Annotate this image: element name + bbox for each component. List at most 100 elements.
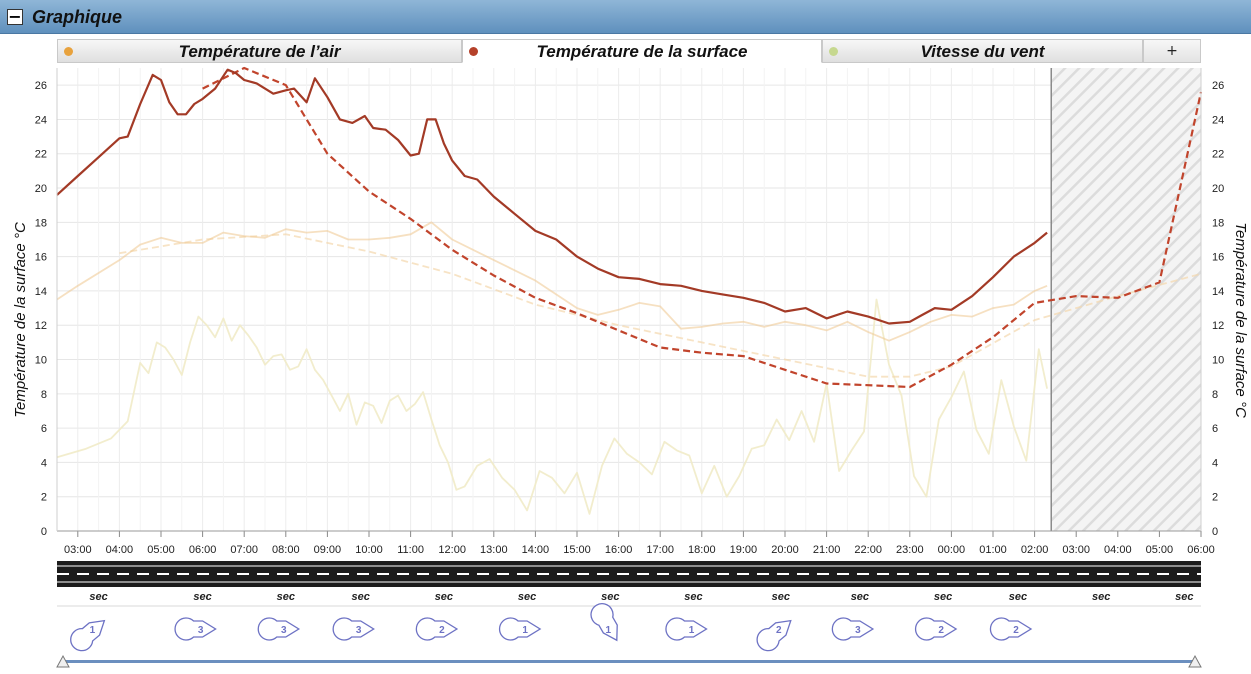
marker-shape: [415, 617, 459, 641]
y-tick-label-left: 20: [35, 183, 47, 195]
y-tick-label-left: 10: [35, 355, 47, 367]
y-tick-label-left: 8: [41, 389, 47, 401]
road-condition-label: sec: [193, 591, 211, 603]
road-condition-strip: sec sec sec sec sec sec sec sec sec sec sec sec sec s…: [57, 561, 1201, 607]
y-tick-label-left: 4: [41, 457, 47, 469]
wind-marker-value: 1: [606, 625, 612, 636]
x-tick-label: 18:00: [688, 544, 716, 556]
wind-direction-marker-icon: 3: [831, 617, 875, 641]
marker-shape: [831, 617, 875, 641]
x-tick-label: 10:00: [355, 544, 383, 556]
y-tick-label-left: 14: [35, 286, 47, 298]
wind-marker-value: 3: [198, 625, 204, 636]
x-tick-label: 00:00: [938, 544, 966, 556]
wind-direction-marker-icon: 1: [70, 619, 106, 652]
y-tick-label-right: 18: [1212, 217, 1224, 229]
x-tick-label: 09:00: [314, 544, 342, 556]
y-tick-label-left: 26: [35, 80, 47, 92]
wind-direction-marker-icon: 1: [498, 617, 542, 641]
y-tick-label-right: 4: [1212, 457, 1218, 469]
slider-handle-icon: [1188, 654, 1202, 668]
x-tick-label: 19:00: [730, 544, 758, 556]
tab-3[interactable]: Vitesse du vent: [822, 39, 1143, 63]
y-tick-label-left: 0: [41, 526, 47, 538]
x-tick-label: 04:00: [106, 544, 134, 556]
y-tick-label-right: 0: [1212, 526, 1218, 538]
tab-label: Température de la surface: [536, 42, 748, 61]
y-tick-label-right: 14: [1212, 286, 1224, 298]
wind-marker-value: 3: [855, 625, 861, 636]
y-axis-label-right: Température de la surface °C: [1232, 222, 1249, 418]
x-tick-label: 16:00: [605, 544, 633, 556]
y-tick-label-right: 24: [1212, 114, 1224, 126]
wind-direction-marker-icon: 2: [756, 619, 792, 652]
x-tick-label: 03:00: [1062, 544, 1090, 556]
x-tick-label: 07:00: [230, 544, 258, 556]
marker-shape: [174, 617, 217, 641]
x-tick-label: 04:00: [1104, 544, 1132, 556]
y-tick-label-right: 6: [1212, 423, 1218, 435]
wind-marker-value: 2: [776, 625, 782, 636]
x-tick-label: 02:00: [1021, 544, 1049, 556]
marker-shape: [756, 619, 792, 652]
slider-handle-icon: [56, 654, 70, 668]
y-tick-label-right: 26: [1212, 80, 1224, 92]
wind-direction-marker-icon: 1: [665, 617, 708, 641]
marker-shape: [70, 619, 106, 652]
x-tick-label: 11:00: [397, 544, 424, 556]
road-condition-label: sec: [851, 591, 869, 603]
wind-direction-marker-icon: 1: [590, 603, 618, 642]
road-condition-label: sec: [684, 591, 702, 603]
x-tick-label: 03:00: [64, 544, 92, 556]
road-condition-label: sec: [1175, 591, 1193, 603]
collapse-toggle-button[interactable]: −: [7, 9, 23, 25]
road-condition-label: sec: [89, 591, 107, 603]
road-condition-label: sec: [934, 591, 952, 603]
wind-direction-marker-icon: 3: [174, 617, 217, 641]
y-tick-label-left: 2: [41, 492, 47, 504]
y-tick-label-right: 8: [1212, 389, 1218, 401]
wind-marker-value: 3: [356, 625, 362, 636]
marker-shape: [257, 617, 301, 641]
marker-shape: [665, 617, 708, 641]
x-tick-label: 17:00: [646, 544, 674, 556]
wind-marker-value: 1: [90, 625, 96, 636]
tab-1[interactable]: Température de l’air: [57, 39, 462, 63]
y-tick-label-right: 16: [1212, 252, 1224, 264]
x-tick-label: 05:00: [147, 544, 175, 556]
y-tick-label-right: 12: [1212, 320, 1224, 332]
series-color-dot-icon: [64, 47, 73, 56]
series-line-air-measured: [56, 221, 1048, 342]
add-tab-button[interactable]: +: [1143, 39, 1201, 63]
x-tick-label: 06:00: [189, 544, 217, 556]
x-tick-label: 08:00: [272, 544, 300, 556]
wind-marker-value: 2: [439, 625, 445, 636]
marker-shape: [498, 617, 542, 641]
minus-square-icon: −: [8, 7, 22, 26]
wind-direction-marker-icon: 3: [257, 617, 301, 641]
road-condition-label: sec: [601, 591, 619, 603]
time-range-slider[interactable]: [56, 654, 1202, 668]
wind-marker-value: 3: [281, 625, 287, 636]
road-condition-label: sec: [1092, 591, 1110, 603]
x-tick-label: 22:00: [854, 544, 882, 556]
wind-direction-marker-icon: 3: [332, 617, 375, 641]
wind-marker-value: 1: [522, 625, 528, 636]
tab-2[interactable]: Température de la surface: [462, 39, 822, 63]
y-tick-label-left: 6: [41, 423, 47, 435]
road-condition-label: sec: [1009, 591, 1027, 603]
x-tick-label: 13:00: [480, 544, 508, 556]
series-color-dot-icon: [469, 47, 478, 56]
forecast-area: [1050, 68, 1201, 531]
series-line-air-forecast: [119, 233, 1202, 378]
road-condition-label: sec: [352, 591, 370, 603]
y-axis-label-left: Température de la surface °C: [12, 222, 29, 418]
y-tick-label-right: 22: [1212, 149, 1224, 161]
tab-label: Vitesse du vent: [920, 42, 1045, 61]
y-tick-label-left: 18: [35, 217, 47, 229]
x-tick-label: 20:00: [771, 544, 799, 556]
road-condition-label: sec: [518, 591, 536, 603]
x-tick-label: 12:00: [438, 544, 466, 556]
